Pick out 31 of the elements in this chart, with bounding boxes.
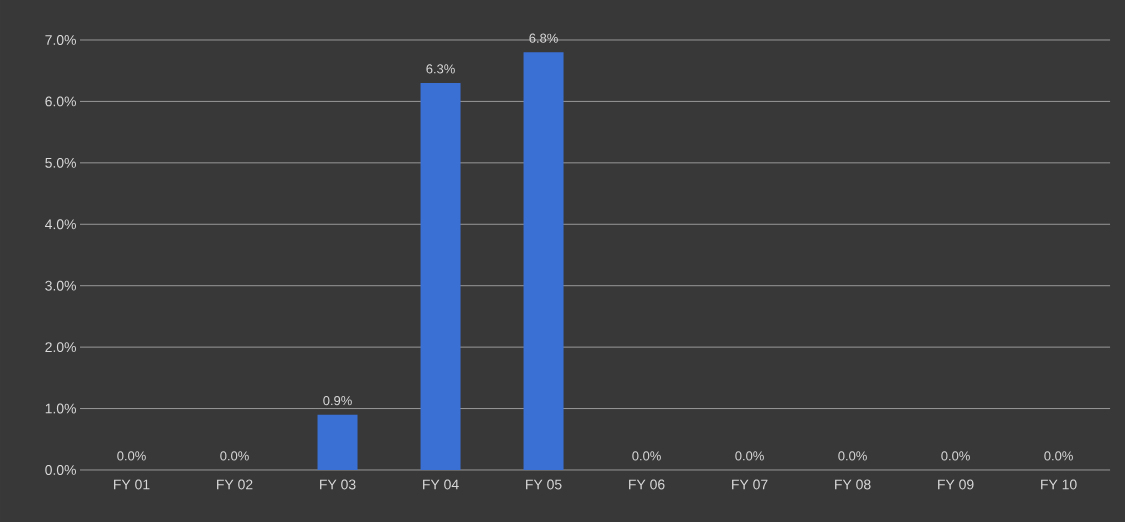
data-label: 0.0%	[632, 451, 661, 461]
bar	[523, 52, 564, 470]
y-tick-label: 2.0%	[45, 342, 76, 353]
x-tick-label: FY 06	[629, 479, 665, 490]
x-tick-label: FY 09	[938, 479, 974, 490]
x-tick-label: FY 02	[217, 479, 253, 490]
bar	[317, 414, 358, 470]
y-tick-label: 0.0%	[45, 465, 76, 475]
x-tick-label: FY 04	[423, 479, 459, 490]
data-label: 0.0%	[838, 451, 867, 461]
data-label: 0.0%	[1044, 451, 1073, 461]
y-tick-label: 4.0%	[45, 219, 76, 230]
data-label: 6.3%	[426, 64, 455, 74]
x-tick-label: FY 08	[835, 479, 871, 490]
data-label: 0.0%	[220, 451, 249, 461]
bar	[420, 82, 461, 470]
x-tick-label: FY 07	[732, 479, 768, 490]
x-tick-label: FY 10	[1041, 479, 1077, 490]
y-tick-label: 6.0%	[45, 96, 76, 107]
data-label: 0.0%	[735, 451, 764, 461]
x-tick-label: FY 01	[114, 479, 150, 490]
y-tick-label: 3.0%	[45, 280, 76, 291]
y-tick-label: 7.0%	[45, 35, 76, 45]
data-label: 6.8%	[529, 33, 558, 43]
x-tick-label: FY 03	[320, 479, 356, 490]
data-label: 0.0%	[117, 451, 146, 461]
y-tick-label: 1.0%	[45, 403, 76, 414]
data-label: 0.0%	[941, 451, 970, 461]
x-tick-label: FY 05	[526, 479, 562, 490]
data-label: 0.9%	[323, 396, 352, 406]
y-tick-label: 5.0%	[45, 157, 76, 168]
